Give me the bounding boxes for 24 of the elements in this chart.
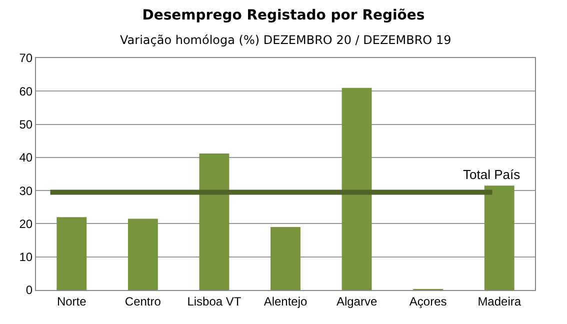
x-tick-label: Açores [409, 294, 447, 308]
ref-line-label: Total País [463, 167, 521, 182]
y-tick-label: 20 [19, 216, 33, 231]
y-tick-label: 0 [26, 283, 33, 298]
bar [128, 218, 158, 290]
y-tick-label: 40 [19, 150, 33, 165]
bar [270, 227, 300, 290]
x-tick-label: Norte [56, 294, 87, 308]
x-tick-label: Madeira [478, 294, 522, 308]
x-tick-label: Centro [124, 294, 162, 308]
x-tick-label: Alentejo [264, 294, 308, 308]
y-tick-label: 70 [19, 51, 33, 66]
y-tick-label: 10 [19, 250, 33, 264]
y-tick-label: 60 [19, 84, 33, 98]
bar [342, 88, 372, 290]
bar [56, 217, 87, 290]
bar [199, 153, 230, 290]
y-tick-label: 30 [19, 184, 33, 198]
x-tick-label: Lisboa VT [187, 294, 242, 308]
y-tick-label: 50 [19, 117, 33, 132]
x-tick-label: Algarve [336, 294, 378, 308]
chart-title: Desemprego Registado por Regiões [142, 7, 425, 24]
chart-subtitle: Variação homóloga (%) DEZEMBRO 20 / DEZEMBRO 19 [120, 33, 452, 47]
bar [484, 186, 514, 290]
